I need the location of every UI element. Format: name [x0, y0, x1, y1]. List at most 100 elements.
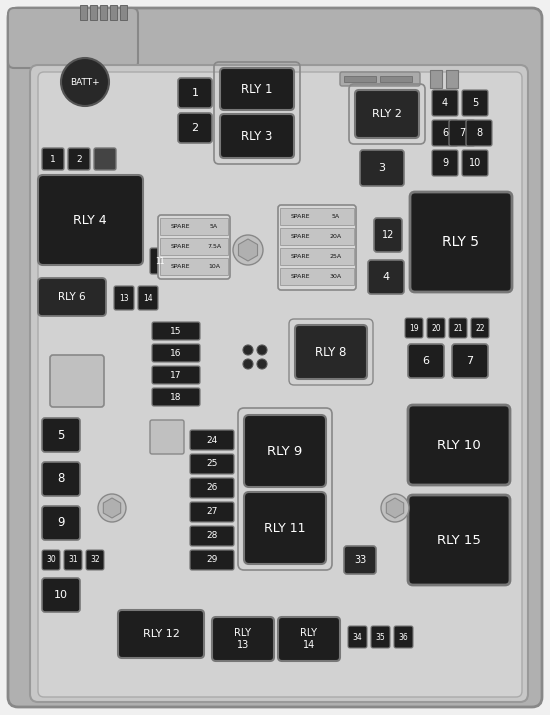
- FancyBboxPatch shape: [432, 150, 458, 176]
- FancyBboxPatch shape: [452, 344, 488, 378]
- FancyBboxPatch shape: [374, 218, 402, 252]
- Text: 8: 8: [57, 473, 65, 485]
- Text: 35: 35: [375, 633, 385, 641]
- FancyBboxPatch shape: [42, 550, 60, 570]
- Circle shape: [233, 235, 263, 265]
- FancyBboxPatch shape: [371, 626, 390, 648]
- FancyBboxPatch shape: [68, 148, 90, 170]
- FancyBboxPatch shape: [190, 478, 234, 498]
- FancyBboxPatch shape: [405, 318, 423, 338]
- FancyBboxPatch shape: [394, 626, 413, 648]
- FancyBboxPatch shape: [355, 90, 419, 138]
- Text: 16: 16: [170, 348, 182, 358]
- Text: RLY 3: RLY 3: [241, 129, 273, 142]
- FancyBboxPatch shape: [114, 286, 134, 310]
- Text: 6: 6: [442, 128, 448, 138]
- Text: 7.5A: 7.5A: [207, 244, 221, 249]
- Text: 33: 33: [354, 555, 366, 565]
- FancyBboxPatch shape: [150, 420, 184, 454]
- Text: RLY 2: RLY 2: [372, 109, 402, 119]
- Text: 21: 21: [453, 323, 463, 332]
- Text: RLY 1: RLY 1: [241, 82, 273, 96]
- Text: RLY 15: RLY 15: [437, 533, 481, 546]
- Text: 25: 25: [206, 460, 218, 468]
- Text: 27: 27: [206, 508, 218, 516]
- Polygon shape: [103, 498, 120, 518]
- Text: RLY 8: RLY 8: [315, 345, 346, 358]
- Text: 20: 20: [431, 323, 441, 332]
- Text: 8: 8: [476, 128, 482, 138]
- FancyBboxPatch shape: [64, 550, 82, 570]
- FancyBboxPatch shape: [295, 325, 367, 379]
- Bar: [280, 228, 354, 245]
- Text: 29: 29: [206, 556, 218, 565]
- FancyBboxPatch shape: [150, 248, 170, 274]
- Text: 3: 3: [378, 163, 386, 173]
- Bar: [280, 248, 354, 265]
- FancyBboxPatch shape: [466, 120, 492, 146]
- Bar: [160, 238, 228, 255]
- Bar: [90, 5, 97, 20]
- Circle shape: [98, 494, 126, 522]
- Text: RLY 11: RLY 11: [264, 521, 306, 535]
- FancyBboxPatch shape: [462, 150, 488, 176]
- Bar: [100, 5, 107, 20]
- FancyBboxPatch shape: [8, 8, 138, 68]
- Circle shape: [257, 345, 267, 355]
- FancyBboxPatch shape: [94, 148, 116, 170]
- FancyBboxPatch shape: [42, 578, 80, 612]
- Text: 31: 31: [68, 556, 78, 565]
- Bar: [380, 76, 412, 82]
- Bar: [160, 258, 228, 275]
- Polygon shape: [386, 498, 404, 518]
- FancyBboxPatch shape: [42, 148, 64, 170]
- Circle shape: [243, 345, 253, 355]
- Text: 30A: 30A: [330, 274, 342, 279]
- Bar: [446, 70, 458, 88]
- Text: SPARE: SPARE: [170, 224, 190, 229]
- FancyBboxPatch shape: [190, 454, 234, 474]
- FancyBboxPatch shape: [408, 495, 510, 585]
- FancyBboxPatch shape: [220, 114, 294, 158]
- Bar: [160, 218, 228, 235]
- Bar: [280, 208, 354, 225]
- Text: 22: 22: [475, 323, 485, 332]
- FancyBboxPatch shape: [244, 492, 326, 564]
- FancyBboxPatch shape: [190, 526, 234, 546]
- FancyBboxPatch shape: [220, 68, 294, 110]
- Text: 13: 13: [119, 293, 129, 302]
- Text: RLY 6: RLY 6: [58, 292, 86, 302]
- FancyBboxPatch shape: [340, 72, 420, 86]
- Text: 5: 5: [57, 428, 65, 441]
- Text: 34: 34: [352, 633, 362, 641]
- Text: RLY
13: RLY 13: [234, 628, 251, 650]
- FancyBboxPatch shape: [432, 90, 458, 116]
- FancyBboxPatch shape: [152, 344, 200, 362]
- FancyBboxPatch shape: [190, 550, 234, 570]
- Text: 5A: 5A: [210, 224, 218, 229]
- FancyBboxPatch shape: [449, 318, 467, 338]
- Text: 17: 17: [170, 370, 182, 380]
- FancyBboxPatch shape: [178, 113, 212, 143]
- Text: SPARE: SPARE: [170, 244, 190, 249]
- FancyBboxPatch shape: [8, 8, 542, 707]
- Text: 15: 15: [170, 327, 182, 335]
- Text: SPARE: SPARE: [290, 234, 310, 239]
- Bar: [430, 70, 442, 88]
- FancyBboxPatch shape: [344, 546, 376, 574]
- Text: BATT+: BATT+: [70, 77, 100, 87]
- Text: 18: 18: [170, 393, 182, 402]
- Circle shape: [243, 359, 253, 369]
- Circle shape: [61, 58, 109, 106]
- Text: 24: 24: [206, 435, 218, 445]
- FancyBboxPatch shape: [158, 215, 230, 279]
- FancyBboxPatch shape: [212, 617, 274, 661]
- FancyBboxPatch shape: [278, 617, 340, 661]
- FancyBboxPatch shape: [427, 318, 445, 338]
- FancyBboxPatch shape: [152, 322, 200, 340]
- FancyBboxPatch shape: [50, 355, 104, 407]
- FancyBboxPatch shape: [38, 175, 143, 265]
- Text: RLY 10: RLY 10: [437, 438, 481, 451]
- Text: 7: 7: [459, 128, 465, 138]
- FancyBboxPatch shape: [471, 318, 489, 338]
